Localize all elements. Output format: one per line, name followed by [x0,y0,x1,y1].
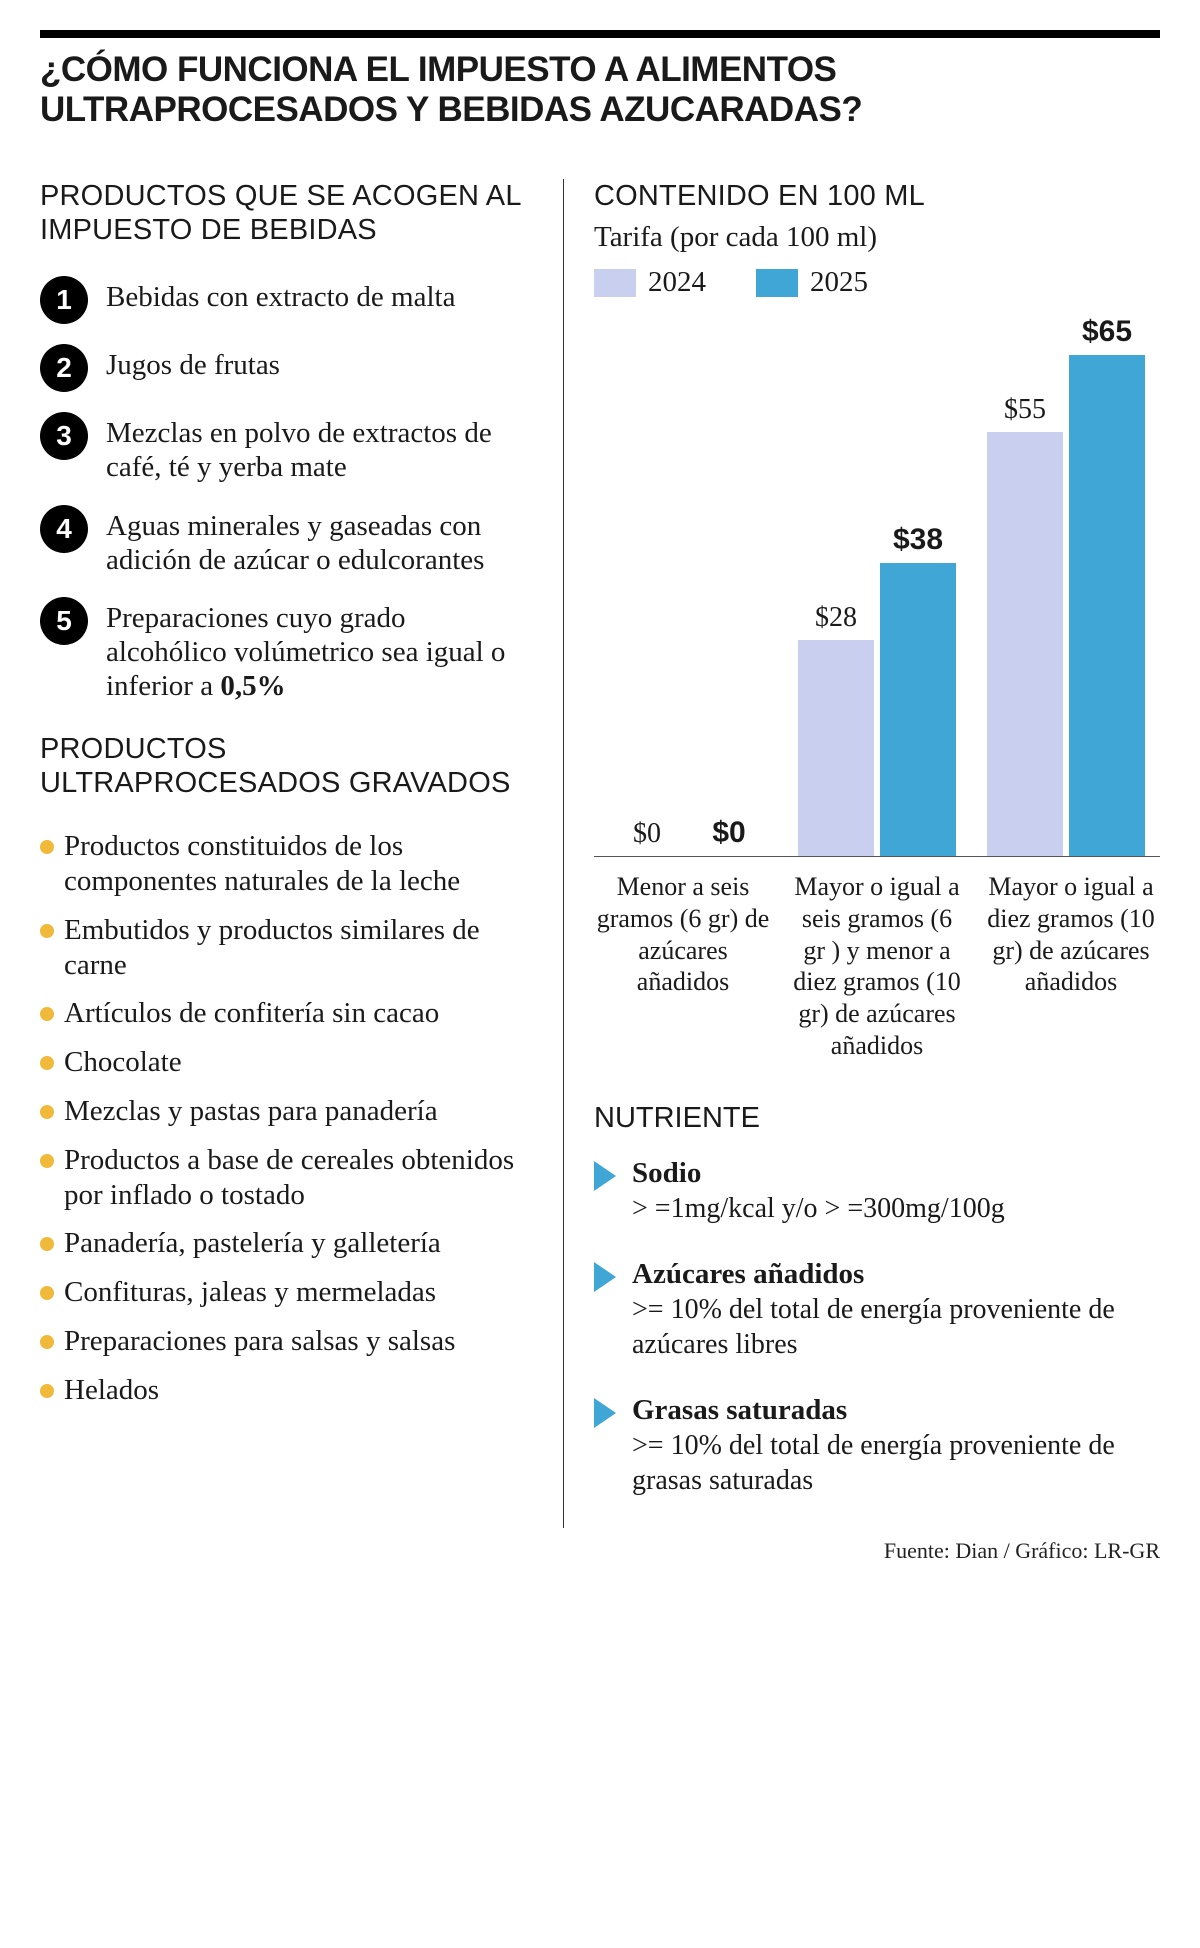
tariff-subline: Tarifa (por cada 100 ml) [594,221,1160,254]
category-label: Mayor o igual a seis gramos (6 gr ) y me… [788,871,966,1061]
dot-bullet-icon [40,924,54,938]
dot-item: Preparaciones para salsas y salsas [40,1324,533,1359]
number-bullet: 2 [40,344,88,392]
triangle-icon [594,1161,618,1191]
legend-2025: 2025 [756,266,868,299]
bar-label-2024: $55 [987,394,1063,432]
heading-beverages: PRODUCTOS QUE SE ACOGEN AL IMPUESTO DE B… [40,179,533,249]
right-column: CONTENIDO EN 100 ML Tarifa (por cada 100… [564,179,1160,1529]
dot-bullet-icon [40,1237,54,1251]
top-rule [40,30,1160,38]
bar-label-2024: $0 [609,818,685,856]
dot-bullet-icon [40,1056,54,1070]
nutrient-title: Grasas saturadas [632,1392,1160,1428]
bar-2024: $28 [798,640,874,856]
triangle-icon [594,1262,618,1292]
dot-item: Helados [40,1373,533,1408]
nutrient-desc: >= 10% del total de energía proveniente … [632,1430,1115,1496]
dot-item: Productos a base de cereales obtenidos p… [40,1143,533,1213]
numbered-text: Preparaciones cuyo grado alcohólico volú… [106,597,533,704]
dot-bullet-icon [40,1286,54,1300]
dot-item: Productos constituidos de los componente… [40,829,533,899]
dot-item: Panadería, pastelería y galletería [40,1226,533,1261]
nutrient-body: Azúcares añadidos>= 10% del total de ene… [632,1256,1160,1362]
number-bullet: 3 [40,412,88,460]
dot-bullet-icon [40,1105,54,1119]
numbered-text: Aguas minerales y gaseadas con adición d… [106,505,533,577]
dot-text: Preparaciones para salsas y salsas [64,1324,455,1359]
bar-2025: $65 [1069,355,1145,856]
dot-text: Artículos de confitería sin cacao [64,996,439,1031]
dot-text: Helados [64,1373,159,1408]
heading-content: CONTENIDO EN 100 ML [594,179,1160,214]
chart-wrap: $0$0$28$38$55$65 Menor a seis gramos (6 … [594,317,1160,1061]
heading-ultra: PRODUCTOS ULTRAPROCESADOS GRAVADOS [40,732,533,802]
nutrient-item: Sodio> =1mg/kcal y/o > =300mg/100g [594,1155,1160,1226]
bar-label-2025: $0 [691,816,767,856]
legend-2024-label: 2024 [648,266,706,299]
numbered-item: 3 Mezclas en polvo de extractos de café, … [40,412,533,484]
bar-label-2024: $28 [798,602,874,640]
dot-list: Productos constituidos de los componente… [40,829,533,1407]
dot-text: Panadería, pastelería y galletería [64,1226,441,1261]
chart-legend: 2024 2025 [594,266,1160,299]
nutrient-desc: >= 10% del total de energía proveniente … [632,1294,1115,1360]
number-bullet: 5 [40,597,88,645]
numbered-text: Bebidas con extracto de malta [106,276,455,314]
nutrient-title: Sodio [632,1155,1005,1191]
dot-bullet-icon [40,1154,54,1168]
main-title: ¿CÓMO FUNCIONA EL IMPUESTO A ALIMENTOS U… [40,50,1160,131]
numbered-item: 1 Bebidas con extracto de malta [40,276,533,324]
nutrient-body: Grasas saturadas>= 10% del total de ener… [632,1392,1160,1498]
chart-group: $55$65 [980,355,1152,856]
dot-text: Embutidos y productos similares de carne [64,913,533,983]
swatch-2025 [756,269,798,297]
nutrient-item: Azúcares añadidos>= 10% del total de ene… [594,1256,1160,1362]
nutrient-item: Grasas saturadas>= 10% del total de ener… [594,1392,1160,1498]
legend-2025-label: 2025 [810,266,868,299]
dot-item: Chocolate [40,1045,533,1080]
dot-item: Confituras, jaleas y mermeladas [40,1275,533,1310]
dot-text: Productos a base de cereales obtenidos p… [64,1143,533,1213]
dot-text: Productos constituidos de los componente… [64,829,533,899]
nutrient-body: Sodio> =1mg/kcal y/o > =300mg/100g [632,1155,1005,1226]
dot-item: Artículos de confitería sin cacao [40,996,533,1031]
chart-group: $28$38 [791,563,963,856]
dot-item: Embutidos y productos similares de carne [40,913,533,983]
bar-2024: $55 [987,432,1063,856]
category-row: Menor a seis gramos (6 gr) de azúcares a… [594,857,1160,1061]
legend-2024: 2024 [594,266,706,299]
dot-bullet-icon [40,840,54,854]
dot-text: Mezclas y pastas para panadería [64,1094,438,1129]
bar-label-2025: $38 [880,523,956,563]
numbered-text: Jugos de frutas [106,344,280,382]
numbered-item: 4 Aguas minerales y gaseadas con adición … [40,505,533,577]
nutrient-list: Sodio> =1mg/kcal y/o > =300mg/100g Azúcar… [594,1155,1160,1499]
dot-text: Chocolate [64,1045,182,1080]
columns: PRODUCTOS QUE SE ACOGEN AL IMPUESTO DE B… [40,179,1160,1529]
left-column: PRODUCTOS QUE SE ACOGEN AL IMPUESTO DE B… [40,179,564,1529]
nutrient-title: Azúcares añadidos [632,1256,1160,1292]
numbered-list: 1 Bebidas con extracto de malta 2 Jugos de … [40,276,533,704]
number-bullet: 4 [40,505,88,553]
numbered-text: Mezclas en polvo de extractos de café, t… [106,412,533,484]
triangle-icon [594,1398,618,1428]
number-bullet: 1 [40,276,88,324]
dot-bullet-icon [40,1335,54,1349]
bar-label-2025: $65 [1069,315,1145,355]
nutrient-desc: > =1mg/kcal y/o > =300mg/100g [632,1193,1005,1224]
source-line: Fuente: Dian / Gráfico: LR-GR [40,1538,1160,1564]
nutrient-heading: NUTRIENTE [594,1102,1160,1135]
swatch-2024 [594,269,636,297]
bar-2025: $38 [880,563,956,856]
category-label: Menor a seis gramos (6 gr) de azúcares a… [594,871,772,1061]
bar-chart: $0$0$28$38$55$65 [594,317,1160,857]
dot-item: Mezclas y pastas para panadería [40,1094,533,1129]
numbered-item: 5 Preparaciones cuyo grado alcohólico vol… [40,597,533,704]
dot-text: Confituras, jaleas y mermeladas [64,1275,436,1310]
dot-bullet-icon [40,1007,54,1021]
numbered-item: 2 Jugos de frutas [40,344,533,392]
category-label: Mayor o igual a diez gramos (10 gr) de a… [982,871,1160,1061]
dot-bullet-icon [40,1384,54,1398]
